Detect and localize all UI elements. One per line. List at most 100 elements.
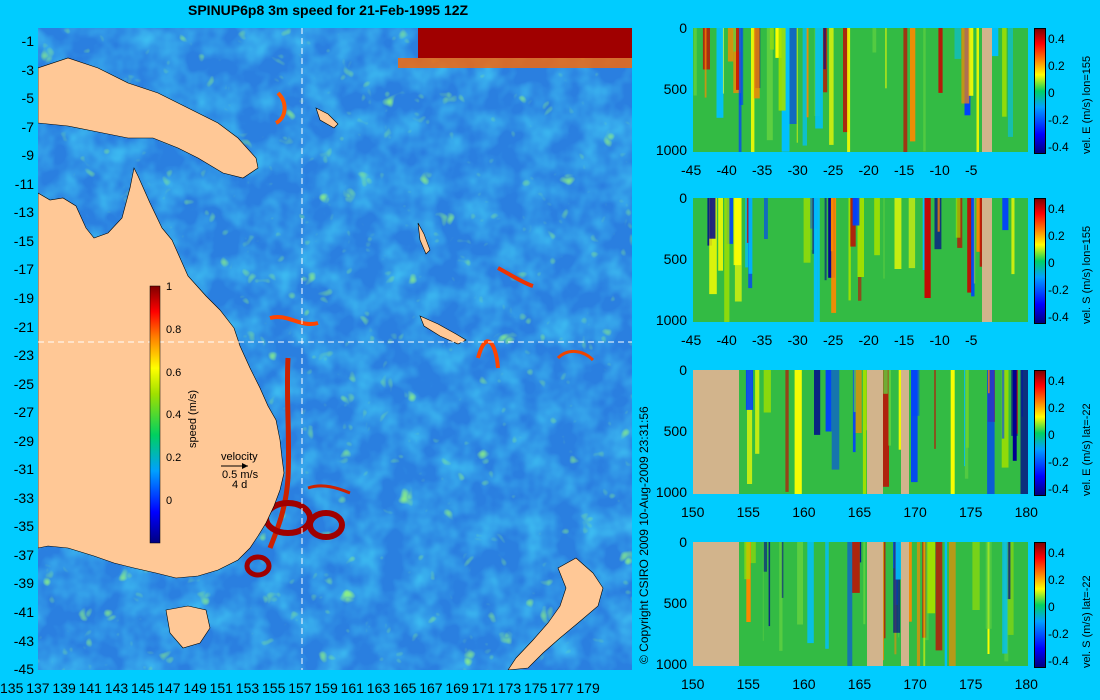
section-x-tick: -10 — [929, 332, 950, 348]
section-plot-lat22-e[interactable] — [693, 370, 1028, 494]
velocity-streak — [751, 28, 755, 152]
map-x-tick: 165 — [393, 680, 417, 696]
map-y-tick: -15 — [13, 232, 34, 249]
section-x-tick: 155 — [736, 504, 760, 520]
velocity-streak — [764, 198, 768, 239]
section-x-tick: -15 — [894, 332, 915, 348]
map-y-tick: -41 — [13, 604, 34, 620]
section-colorbar — [1034, 542, 1046, 668]
velocity-streak — [802, 28, 807, 146]
velocity-streak — [1020, 370, 1028, 494]
map-x-tick: 173 — [497, 680, 522, 696]
velocity-streak — [888, 370, 891, 446]
map-y-tick: -9 — [21, 147, 34, 164]
velocity-streak — [938, 28, 943, 93]
section-y-tick: 1000 — [655, 142, 687, 158]
velocity-streak — [812, 198, 816, 254]
section-x-tick: 155 — [736, 676, 760, 692]
map-y-tick: -1 — [21, 33, 34, 49]
velocity-streak — [894, 198, 902, 269]
velocity-streak — [885, 28, 887, 89]
velocity-streak — [1001, 370, 1009, 468]
speed-map[interactable]: 1 0.8 0.6 0.4 0.2 0 speed (m/s) velocity… — [38, 28, 632, 670]
velocity-streak — [1001, 370, 1005, 439]
section-colorbar — [1034, 28, 1046, 154]
section-plot-lon155-e[interactable] — [693, 28, 1028, 152]
section-colorbar-tick: -0.2 — [1048, 627, 1069, 641]
velocity-streak — [831, 198, 837, 313]
section-land-mask — [982, 28, 992, 152]
section-colorbar-tick: -0.2 — [1048, 283, 1069, 297]
map-y-tick: -19 — [13, 289, 34, 306]
section-colorbar-tick: 0 — [1048, 428, 1055, 442]
velocity-streak — [1006, 542, 1011, 600]
eddy-feature — [307, 510, 345, 540]
velocity-streak — [726, 198, 734, 244]
section-y-tick: 0 — [679, 20, 687, 36]
velocity-streak — [916, 542, 921, 666]
map-x-tick: 155 — [262, 680, 286, 696]
velocity-streak — [813, 198, 820, 322]
velocity-streak — [775, 28, 782, 58]
colorbar-tick: 0.6 — [166, 367, 181, 379]
colorbar-tick: 0 — [166, 495, 172, 507]
map-y-tick: -13 — [13, 204, 34, 221]
section-x-tick: -30 — [787, 162, 808, 178]
section-colorbar-tick: 0.2 — [1048, 59, 1065, 73]
velocity-streak — [857, 198, 864, 277]
section-colorbar-tick: 0.2 — [1048, 229, 1065, 243]
section-y-tick: 1000 — [655, 656, 687, 672]
velocity-streak — [825, 542, 829, 649]
section-x-tick: 175 — [959, 504, 983, 520]
velocity-streak — [985, 542, 992, 629]
velocity-streak — [944, 542, 948, 666]
velocity-streak — [949, 542, 956, 666]
velocity-streak — [910, 28, 916, 142]
velocity-key-title: velocity — [221, 451, 258, 463]
section-x-tick: -25 — [823, 162, 844, 178]
section-colorbar-tick: 0 — [1048, 256, 1055, 270]
velocity-streak — [763, 370, 771, 413]
velocity-streak — [847, 542, 853, 666]
velocity-streak — [967, 198, 972, 293]
new-guinea-landmass — [38, 57, 259, 179]
velocity-streak — [863, 542, 866, 625]
velocity-streak — [961, 28, 970, 104]
velocity-streak — [753, 28, 760, 99]
section-colorbar-tick: 0.4 — [1048, 202, 1065, 216]
copyright-notice: © Copyright CSIRO 2009 10-Aug-2009 23:31… — [637, 406, 651, 664]
map-x-tick: 151 — [209, 680, 233, 696]
map-y-tick: -7 — [21, 118, 34, 135]
section-y-tick: 0 — [679, 362, 687, 378]
tasmania-landmass — [165, 605, 211, 649]
map-x-tick: 139 — [52, 680, 76, 696]
colorbar-tick: 0.8 — [166, 324, 181, 336]
velocity-streak — [883, 370, 888, 394]
map-x-tick: 135 — [0, 680, 24, 696]
section-land-mask — [693, 370, 739, 494]
australia-landmass — [38, 167, 285, 579]
section-land-mask — [693, 542, 739, 666]
velocity-streak — [972, 542, 980, 610]
colorbar-tick: 0.2 — [166, 452, 181, 464]
section-colorbar-tick: 0.2 — [1048, 401, 1065, 415]
section-x-tick: -40 — [716, 162, 737, 178]
section-x-tick: 170 — [903, 504, 927, 520]
section-colorbar-tick: -0.4 — [1048, 310, 1069, 324]
velocity-streak — [1002, 198, 1009, 231]
section-x-tick: 150 — [681, 504, 705, 520]
velocity-streak — [716, 28, 724, 118]
velocity-streak — [954, 28, 962, 59]
velocity-streak — [854, 370, 862, 433]
section-colorbar-tick: -0.4 — [1048, 140, 1069, 154]
velocity-streak — [766, 28, 773, 141]
section-plot-lat22-s[interactable] — [693, 542, 1028, 666]
map-y-tick: -39 — [13, 575, 34, 592]
section-plot-lon155-s[interactable] — [693, 198, 1028, 322]
section-x-tick: -5 — [965, 332, 978, 348]
colorbar-label: speed (m/s) — [187, 390, 199, 448]
velocity-streak — [924, 198, 931, 298]
velocity-streak — [763, 542, 767, 572]
map-y-tick: -23 — [13, 347, 34, 364]
velocity-streak — [964, 370, 969, 479]
